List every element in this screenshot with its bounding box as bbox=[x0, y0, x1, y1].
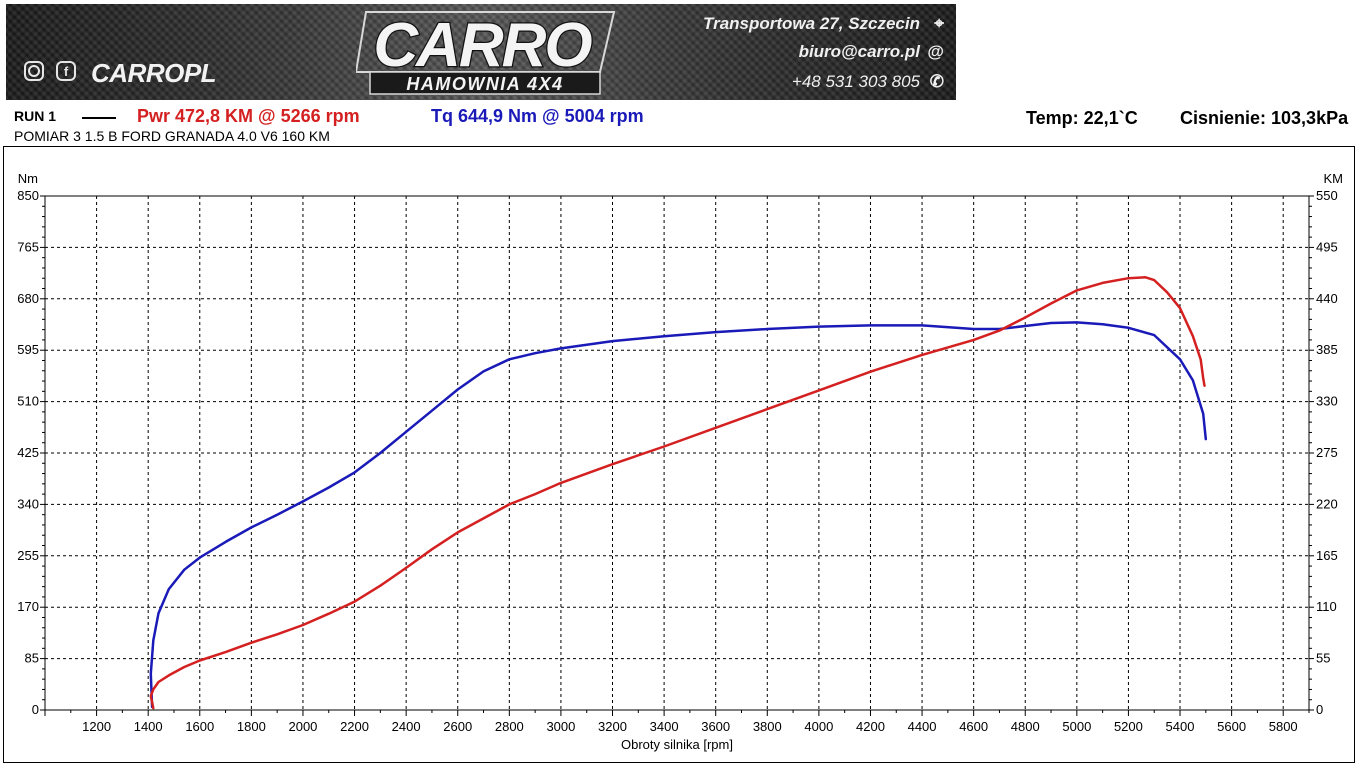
y-tick-label-left: 170 bbox=[17, 599, 39, 614]
x-tick-label: 4200 bbox=[856, 719, 885, 734]
x-tick-label: 5000 bbox=[1062, 719, 1091, 734]
x-tick-label: 5200 bbox=[1114, 719, 1143, 734]
run-line-legend bbox=[82, 117, 116, 119]
contact-email-row: biuro@carro.pl @ bbox=[799, 42, 944, 62]
y-tick-label-left: 595 bbox=[17, 342, 39, 357]
x-tick-label: 3000 bbox=[546, 719, 575, 734]
instagram-icon bbox=[24, 61, 44, 81]
contact-phone-row: +48 531 303 805 ✆ bbox=[792, 72, 944, 92]
x-tick-label: 5400 bbox=[1166, 719, 1195, 734]
brand-handle: CARROPL bbox=[91, 58, 217, 88]
y-tick-label-right: 55 bbox=[1316, 651, 1330, 666]
x-tick-label: 4800 bbox=[1011, 719, 1040, 734]
torque-summary: Tq 644,9 Nm @ 5004 rpm bbox=[431, 106, 644, 126]
y-tick-label-right: 440 bbox=[1316, 291, 1338, 306]
x-tick-label: 1200 bbox=[82, 719, 111, 734]
y-tick-label-right: 385 bbox=[1316, 342, 1338, 357]
facebook-icon: f bbox=[56, 61, 76, 81]
x-tick-label: 4600 bbox=[959, 719, 988, 734]
x-tick-label: 1400 bbox=[134, 719, 163, 734]
x-axis-label: Obroty silnika [rpm] bbox=[621, 737, 733, 752]
torque-curve bbox=[149, 321, 1208, 709]
y-tick-label-left: 85 bbox=[25, 651, 39, 666]
x-tick-label: 1800 bbox=[237, 719, 266, 734]
x-tick-label: 2800 bbox=[495, 719, 524, 734]
chart-frame bbox=[3, 146, 1355, 763]
y-tick-label-left: 255 bbox=[17, 548, 39, 563]
x-tick-label: 1600 bbox=[185, 719, 214, 734]
y-axis-label-left: Nm bbox=[18, 171, 38, 186]
x-tick-label: 2200 bbox=[340, 719, 369, 734]
x-tick-label: 3200 bbox=[598, 719, 627, 734]
y-tick-label-right: 165 bbox=[1316, 548, 1338, 563]
y-tick-label-left: 680 bbox=[17, 291, 39, 306]
y-tick-label-right: 110 bbox=[1316, 599, 1337, 614]
y-tick-label-right: 330 bbox=[1316, 394, 1338, 409]
y-tick-label-right: 220 bbox=[1316, 496, 1338, 511]
y-tick-label-right: 495 bbox=[1316, 239, 1338, 254]
x-tick-label: 3800 bbox=[753, 719, 782, 734]
phone-text[interactable]: +48 531 303 805 bbox=[791, 72, 920, 91]
power-curve bbox=[149, 276, 1206, 710]
address-text: Transportowa 27, Szczecin bbox=[703, 14, 920, 33]
contact-address-row: Transportowa 27, Szczecin ⌖ bbox=[703, 14, 944, 34]
y-tick-label-left: 340 bbox=[17, 496, 39, 511]
x-tick-label: 3400 bbox=[650, 719, 679, 734]
y-tick-label-right: 550 bbox=[1316, 188, 1338, 203]
y-tick-label-left: 850 bbox=[17, 188, 39, 203]
y-tick-label-right: 0 bbox=[1316, 702, 1323, 717]
x-tick-label: 5600 bbox=[1217, 719, 1246, 734]
y-tick-label-left: 425 bbox=[17, 445, 39, 460]
location-pin-icon: ⌖ bbox=[934, 14, 944, 33]
x-tick-label: 3600 bbox=[701, 719, 730, 734]
y-tick-label-right: 275 bbox=[1316, 445, 1338, 460]
x-tick-label: 4400 bbox=[908, 719, 937, 734]
run-label: RUN 1 bbox=[14, 108, 57, 124]
y-tick-label-left: 0 bbox=[32, 702, 39, 717]
temperature-label: Temp: 22,1`C bbox=[1026, 108, 1138, 128]
x-tick-label: 2400 bbox=[392, 719, 421, 734]
x-tick-label: 2600 bbox=[443, 719, 472, 734]
x-tick-label: 2000 bbox=[288, 719, 317, 734]
whatsapp-icon: ✆ bbox=[929, 72, 944, 91]
x-tick-label: 4000 bbox=[804, 719, 833, 734]
y-tick-label-left: 510 bbox=[17, 394, 39, 409]
measurement-description: POMIAR 3 1.5 B FORD GRANADA 4.0 V6 160 K… bbox=[14, 128, 330, 144]
dyno-banner: f CARROPL CARRO HAMOWNIA 4X4 Transportow… bbox=[6, 4, 956, 100]
email-text[interactable]: biuro@carro.pl bbox=[798, 42, 920, 61]
y-axis-label-right: KM bbox=[1324, 171, 1344, 186]
logo-main-text: CARRO bbox=[373, 11, 592, 80]
pressure-label: Cisnienie: 103,3kPa bbox=[1180, 108, 1349, 128]
at-icon: @ bbox=[927, 42, 944, 61]
carro-logo: CARRO HAMOWNIA 4X4 bbox=[356, 10, 616, 95]
power-summary: Pwr 472,8 KM @ 5266 rpm bbox=[137, 106, 360, 126]
y-tick-label-left: 765 bbox=[17, 239, 39, 254]
logo-sub-text: HAMOWNIA 4X4 bbox=[406, 74, 563, 94]
x-tick-label: 5800 bbox=[1269, 719, 1298, 734]
